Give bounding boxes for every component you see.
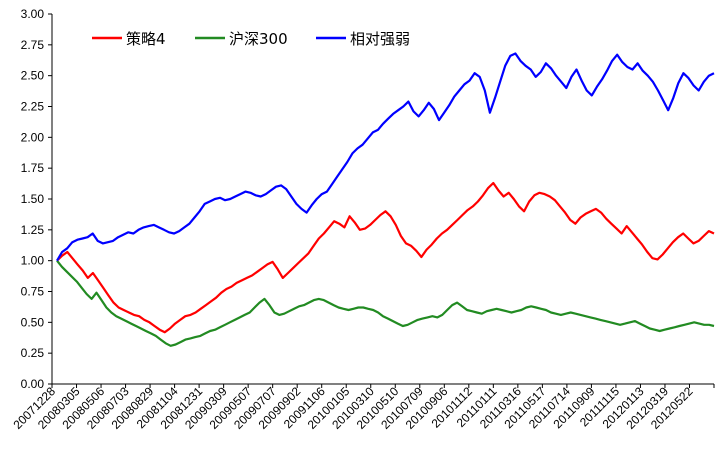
- legend-label: 策略4: [126, 30, 166, 48]
- y-tick-label: 1.25: [21, 223, 45, 237]
- y-tick-label: 3.00: [21, 7, 45, 21]
- series-line-1: [56, 260, 715, 347]
- legend: 策略4 沪深300 相对强弱: [92, 30, 410, 48]
- y-tick-label: 2.75: [21, 38, 45, 52]
- y-tick-label: 1.75: [21, 161, 45, 175]
- y-tick-label: 0.00: [21, 377, 45, 391]
- series-line-2: [56, 52, 715, 262]
- legend-label: 沪深300: [229, 30, 288, 48]
- y-tick-label: 2.00: [21, 130, 45, 144]
- y-tick-label: 1.00: [21, 254, 45, 268]
- y-tick-label: 0.25: [21, 346, 45, 360]
- series-line-0: [56, 181, 715, 334]
- series-lines: [56, 52, 715, 347]
- y-tick-label: 2.50: [21, 69, 45, 83]
- y-tick-label: 2.25: [21, 100, 45, 114]
- legend-label: 相对强弱: [350, 30, 410, 48]
- y-tick-label: 1.50: [21, 192, 45, 206]
- y-tick-label: 0.75: [21, 285, 45, 299]
- y-tick-label: 0.50: [21, 315, 45, 329]
